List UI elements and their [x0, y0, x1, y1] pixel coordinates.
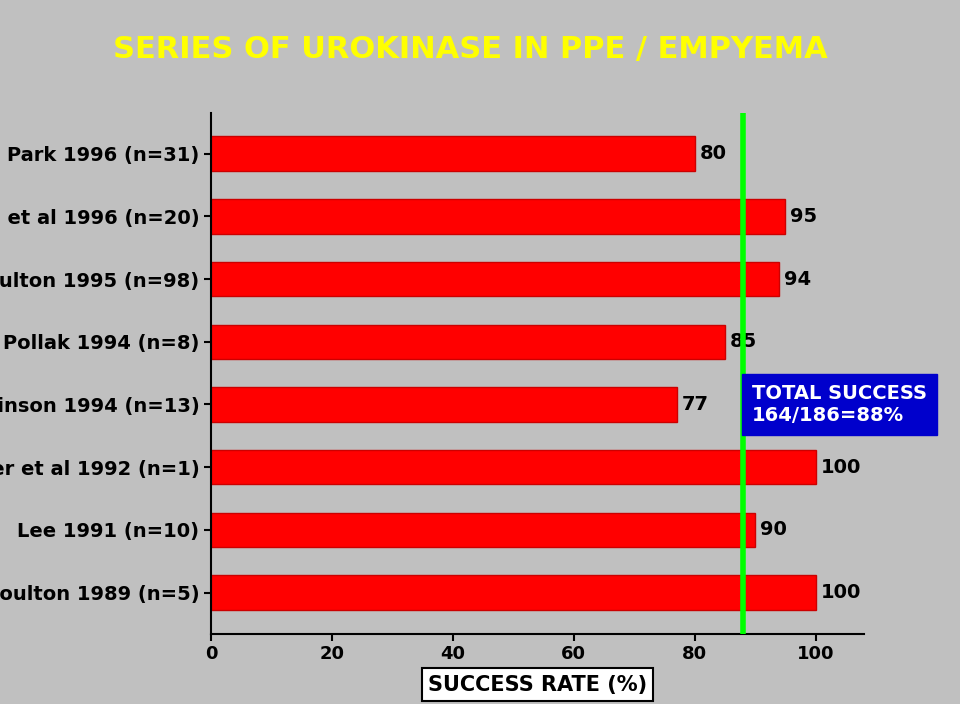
- Bar: [211, 137, 695, 171]
- Text: 95: 95: [790, 207, 817, 226]
- X-axis label: SUCCESS RATE (%): SUCCESS RATE (%): [428, 674, 647, 695]
- Text: TOTAL SUCCESS
164/186=88%: TOTAL SUCCESS 164/186=88%: [753, 384, 927, 425]
- Text: SERIES OF UROKINASE IN PPE / EMPYEMA: SERIES OF UROKINASE IN PPE / EMPYEMA: [113, 34, 828, 64]
- Bar: [211, 325, 725, 359]
- Bar: [211, 387, 677, 422]
- Bar: [211, 262, 780, 296]
- Text: 90: 90: [760, 520, 787, 539]
- Text: 77: 77: [682, 395, 708, 414]
- Text: 94: 94: [784, 270, 811, 289]
- Bar: [211, 199, 785, 234]
- Bar: [211, 513, 756, 547]
- Text: 100: 100: [821, 458, 861, 477]
- Text: 80: 80: [700, 144, 727, 163]
- Bar: [211, 450, 816, 484]
- Text: 100: 100: [821, 583, 861, 602]
- Bar: [211, 575, 816, 610]
- Text: 85: 85: [730, 332, 757, 351]
